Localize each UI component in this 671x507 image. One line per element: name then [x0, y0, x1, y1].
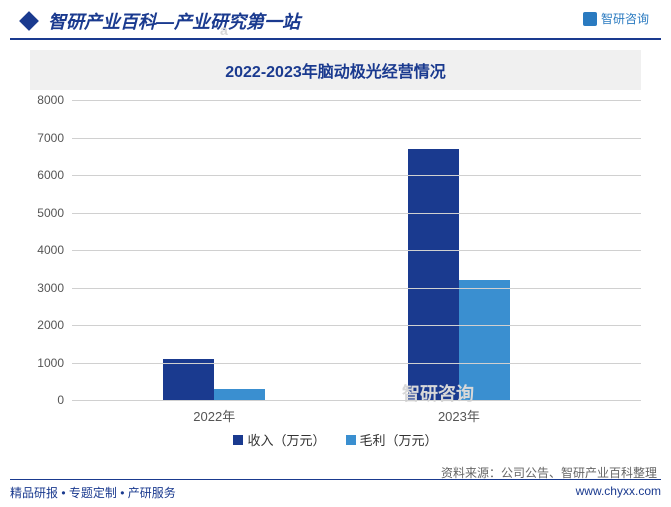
legend-item: 毛利（万元） — [346, 430, 438, 449]
legend-swatch — [346, 435, 356, 445]
header-title: 智研产业百科—产业研究第一站 — [48, 8, 300, 34]
grid-line — [72, 100, 641, 101]
brand-icon — [583, 12, 597, 26]
legend-item: 收入（万元） — [233, 430, 325, 449]
x-axis-labels: 2022年 2023年 — [72, 400, 641, 424]
y-tick: 8000 — [37, 93, 64, 107]
y-tick: 7000 — [37, 131, 64, 145]
brand-text: 智研咨询 — [601, 10, 649, 27]
y-tick: 6000 — [37, 168, 64, 182]
bar — [459, 280, 510, 400]
legend: 收入（万元） 毛利（万元） — [30, 430, 641, 449]
x-label: 2022年 — [193, 406, 235, 425]
page-header: 智研产业百科—产业研究第一站 智研咨询 — [10, 0, 661, 40]
y-tick: 3000 — [37, 281, 64, 295]
bar — [214, 389, 265, 400]
grid-line — [72, 250, 641, 251]
grid-line — [72, 363, 641, 364]
grid-line — [72, 138, 641, 139]
y-axis: 010002000300040005000600070008000 — [30, 100, 72, 400]
bar — [163, 359, 214, 400]
chart-title: 2022-2023年脑动极光经营情况 — [30, 50, 641, 90]
footer-right: www.chyxx.com — [576, 484, 661, 501]
grid-line — [72, 175, 641, 176]
grid-line — [72, 288, 641, 289]
footer-left: 精品研报 • 专题定制 • 产研服务 — [10, 484, 176, 501]
grid-line — [72, 213, 641, 214]
y-tick: 0 — [57, 393, 64, 407]
legend-label: 收入（万元） — [247, 430, 325, 449]
y-tick: 2000 — [37, 318, 64, 332]
grid-line — [72, 325, 641, 326]
footer: 精品研报 • 专题定制 • 产研服务 www.chyxx.com — [10, 479, 661, 501]
header-brand: 智研咨询 — [583, 10, 649, 27]
chart-area: 2022-2023年脑动极光经营情况 010002000300040005000… — [0, 40, 671, 449]
y-tick: 5000 — [37, 206, 64, 220]
diamond-icon — [19, 11, 39, 31]
plot-area: 010002000300040005000600070008000 智研咨询 — [72, 100, 641, 400]
x-label: 2023年 — [438, 406, 480, 425]
y-tick: 4000 — [37, 243, 64, 257]
legend-label: 毛利（万元） — [360, 430, 438, 449]
y-tick: 1000 — [37, 356, 64, 370]
legend-swatch — [233, 435, 243, 445]
